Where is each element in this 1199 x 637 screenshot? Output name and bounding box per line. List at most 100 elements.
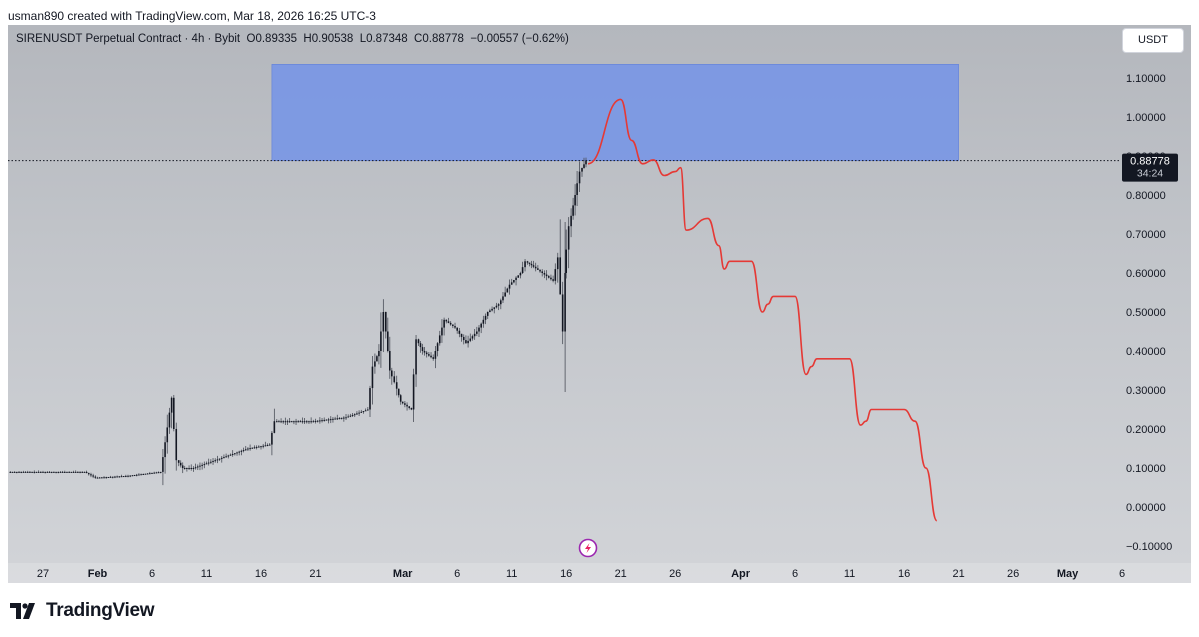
candle-body (72, 471, 75, 473)
candle-body (297, 421, 299, 423)
candle-body (515, 277, 517, 281)
candle-body (258, 446, 260, 448)
candle-body (524, 261, 526, 268)
candle-body (255, 446, 258, 448)
lightning-bolt-glyph (585, 543, 591, 553)
candle-body (138, 474, 140, 476)
candle-body (179, 462, 182, 466)
candle-body (74, 471, 77, 473)
candle-body (240, 450, 243, 452)
candle-body (282, 421, 285, 423)
candle-body (253, 447, 256, 449)
candle-body (513, 280, 515, 283)
candle-body (358, 412, 360, 414)
candle-body (249, 448, 251, 450)
time-tick-label: 11 (844, 568, 855, 580)
candle-body (517, 275, 520, 278)
candle-body (194, 467, 197, 469)
candle-body (231, 453, 234, 455)
time-axis[interactable]: 27 Feb 6 11 16 21 Mar 6 11 16 21 26 Apr 6 11 16 21 26 May 6 (8, 563, 1191, 583)
candle-body (85, 471, 88, 474)
candle-body (460, 333, 463, 337)
candle-body (399, 395, 402, 402)
price-tick-label: 0.60000 (1126, 268, 1166, 280)
time-tick-label: 11 (201, 568, 212, 580)
candle-body (480, 323, 482, 328)
price-tick-label: 0.30000 (1126, 385, 1166, 397)
candle-body (504, 292, 506, 297)
candle-body (96, 477, 99, 479)
candle-body (79, 471, 81, 473)
candle-body (266, 444, 269, 446)
candle-body (264, 445, 267, 447)
candle-body (205, 463, 208, 465)
candle-body (168, 412, 171, 428)
candle-body (199, 465, 201, 467)
candle-body (473, 333, 476, 337)
candle-body (212, 460, 214, 462)
projection-path[interactable] (587, 98, 938, 522)
candle-body (103, 477, 105, 479)
candle-body (432, 357, 435, 359)
candle-body (278, 421, 280, 423)
candle-body (404, 403, 406, 405)
candle-body (314, 420, 317, 422)
time-tick-label: 21 (952, 568, 964, 580)
time-tick-label: 26 (1007, 568, 1019, 580)
candle-body (312, 421, 315, 423)
candle-body (369, 388, 371, 410)
candle-body (421, 347, 424, 351)
candle-body (469, 338, 472, 341)
candle-body (133, 475, 136, 477)
candle-body (325, 419, 328, 421)
candle-body (521, 267, 524, 273)
chart-svg[interactable]: 1.100001.000000.900000.800000.700000.600… (8, 25, 1191, 583)
tradingview-logo-icon (10, 603, 35, 619)
price-axis[interactable]: 1.100001.000000.900000.800000.700000.600… (1126, 73, 1172, 553)
supply-zone-rect[interactable] (271, 64, 959, 161)
time-tick-label: 16 (898, 568, 910, 580)
ohlc-change: −0.00557 (−0.62%) (470, 33, 569, 45)
candle-body (362, 411, 365, 413)
candle-body (159, 471, 162, 473)
candle-body (371, 366, 374, 389)
candle-body (393, 376, 396, 383)
candle-body (186, 468, 188, 469)
candle-body (210, 461, 212, 463)
candle-body (61, 471, 64, 473)
candle-body (53, 471, 55, 473)
candle-body (353, 414, 356, 416)
candle-body (556, 257, 559, 270)
candle-body (105, 477, 108, 479)
candle-body (288, 421, 291, 423)
candle-body (118, 476, 121, 478)
candle-body (127, 475, 129, 477)
candle-body (90, 474, 92, 476)
chart-area[interactable]: 1.100001.000000.900000.800000.700000.600… (8, 25, 1191, 583)
projection-drawing[interactable] (587, 98, 938, 522)
candle-body (456, 327, 458, 331)
candle-body (552, 279, 554, 281)
candle-body (293, 421, 295, 423)
candle-body (530, 263, 533, 266)
time-tick-label: 6 (149, 568, 155, 580)
symbol-title: SIRENUSDT Perpetual Contract · 4h · Bybi… (16, 33, 241, 45)
candle-body (87, 473, 90, 475)
event-markers[interactable] (578, 538, 598, 558)
price-tick-label: 0.50000 (1126, 307, 1166, 319)
candle-body (177, 460, 180, 463)
currency-button[interactable]: USDT (1122, 28, 1184, 53)
highlight-zone[interactable] (271, 64, 959, 161)
candle-body (216, 459, 219, 461)
candle-body (334, 418, 336, 420)
candle-body (29, 471, 31, 473)
candle-body (482, 319, 485, 324)
candle-body (434, 351, 437, 359)
candle-body (454, 326, 456, 328)
candle-body (385, 312, 387, 332)
candle-body (430, 355, 432, 358)
candle-body (280, 421, 282, 423)
candle-body (214, 460, 217, 462)
candle-body (401, 401, 404, 404)
candle-body (502, 296, 504, 301)
